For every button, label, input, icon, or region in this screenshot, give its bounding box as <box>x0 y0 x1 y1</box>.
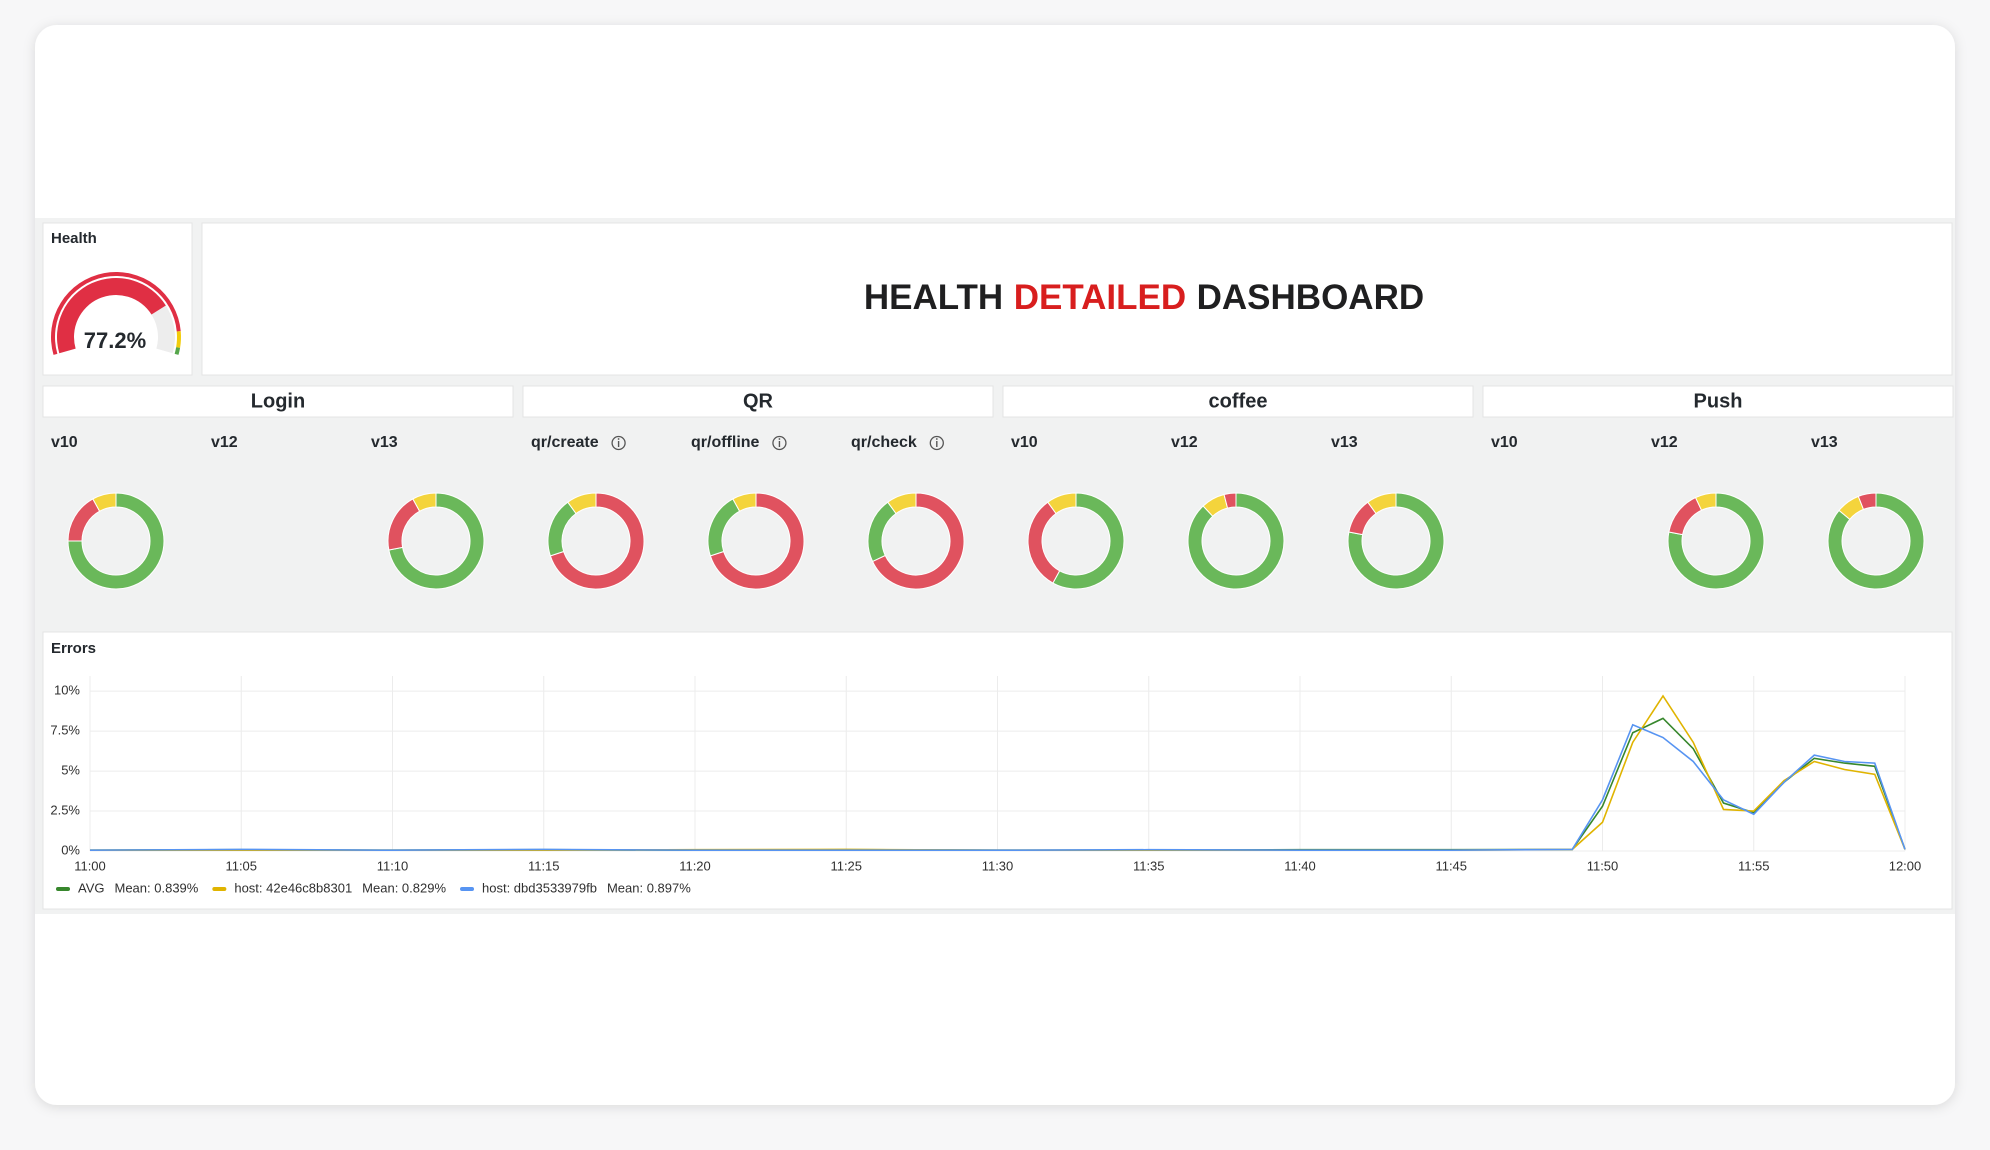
legend-swatch <box>56 887 70 891</box>
title-part: DETAILED <box>1014 278 1186 317</box>
row-header <box>1002 385 1474 418</box>
donut-segment <box>549 492 645 590</box>
legend-swatch <box>460 887 475 891</box>
donut-segment <box>412 492 437 512</box>
info-icon-dot <box>617 438 620 440</box>
donut-segment <box>1367 492 1397 515</box>
legend-name: AVG <box>78 880 105 895</box>
y-tick-label: 10% <box>54 683 80 698</box>
donut-segment <box>732 492 757 512</box>
x-tick-label: 11:00 <box>74 858 106 873</box>
gauge-value <box>57 278 166 354</box>
legend-swatch <box>212 887 227 891</box>
x-tick-label: 11:20 <box>679 858 711 873</box>
x-tick-label: 11:35 <box>1133 858 1165 873</box>
panel-title: qr/create <box>531 434 599 451</box>
x-tick-label: 11:45 <box>1435 858 1467 873</box>
donut-segment <box>1047 492 1077 515</box>
row-header <box>522 385 994 418</box>
y-tick-label: 0% <box>61 842 80 857</box>
row-title: coffee <box>1209 390 1268 412</box>
panel-title: qr/check <box>851 434 917 451</box>
row-title: Login <box>251 390 305 412</box>
panel-title: v10 <box>1011 434 1038 451</box>
legend-name: host: 42e46c8b8301 <box>234 880 352 895</box>
info-icon <box>929 435 944 451</box>
dashboard-title: HEALTH DETAILED DASHBOARD <box>864 278 1424 317</box>
x-tick-label: 11:05 <box>225 858 257 873</box>
donut-segment <box>871 492 965 590</box>
health-title: Health <box>51 230 97 247</box>
donut-segment <box>1223 492 1237 509</box>
panel-title: v10 <box>51 434 78 451</box>
donut-segment <box>67 492 165 590</box>
panel-title: v13 <box>371 434 398 451</box>
donut-segment <box>1827 492 1925 590</box>
header-panel <box>201 222 1953 376</box>
donut-segment <box>1667 492 1765 590</box>
donut-segment <box>887 492 917 515</box>
panel-title: v12 <box>1171 434 1198 451</box>
donut-segment <box>1347 492 1445 590</box>
x-tick-label: 11:55 <box>1738 858 1770 873</box>
y-tick-label: 2.5% <box>50 802 80 817</box>
errors-title: Errors <box>51 640 96 657</box>
gauge-label: 77.2% <box>84 328 146 353</box>
info-icon <box>611 435 626 451</box>
x-tick-label: 12:00 <box>1889 858 1922 873</box>
panel-title: qr/offline <box>691 434 760 451</box>
x-tick-label: 11:50 <box>1587 858 1619 873</box>
title-part: HEALTH <box>864 278 1003 317</box>
row-title: Push <box>1694 390 1743 412</box>
row-title: QR <box>743 390 774 412</box>
donut-segment <box>92 492 117 512</box>
donut-segment <box>709 492 805 590</box>
y-tick-label: 7.5% <box>50 723 80 738</box>
x-tick-label: 11:40 <box>1284 858 1316 873</box>
gauge-threshold <box>176 331 181 348</box>
legend-name: host: dbd3533979fb <box>482 880 597 895</box>
panel-title: v13 <box>1331 434 1358 451</box>
donut-segment <box>1052 492 1125 590</box>
title-part: DASHBOARD <box>1197 278 1425 317</box>
row-header <box>42 385 514 418</box>
info-icon-dot <box>778 438 781 440</box>
donut-segment <box>567 492 597 515</box>
x-tick-label: 11:15 <box>528 858 560 873</box>
info-icon-dot <box>935 438 938 440</box>
x-tick-label: 11:30 <box>982 858 1014 873</box>
legend-stat: Mean: 0.839% <box>115 880 199 895</box>
panel-title: v10 <box>1491 434 1518 451</box>
x-tick-label: 11:25 <box>830 858 862 873</box>
panel-title: v12 <box>1651 434 1678 451</box>
donut-segment <box>1187 492 1285 590</box>
x-tick-label: 11:10 <box>377 858 409 873</box>
gauge-threshold <box>174 347 181 355</box>
row-header <box>1482 385 1954 418</box>
info-icon <box>772 435 787 451</box>
donut-segment <box>1857 492 1877 511</box>
donut-segment <box>1694 492 1717 511</box>
legend-stat: Mean: 0.829% <box>362 880 446 895</box>
panel-title: v13 <box>1811 434 1838 451</box>
donut-segment <box>388 492 485 590</box>
panel-title: v12 <box>211 434 238 451</box>
legend-stat: Mean: 0.897% <box>607 880 691 895</box>
series-line <box>89 723 1906 852</box>
y-tick-label: 5% <box>61 763 80 778</box>
